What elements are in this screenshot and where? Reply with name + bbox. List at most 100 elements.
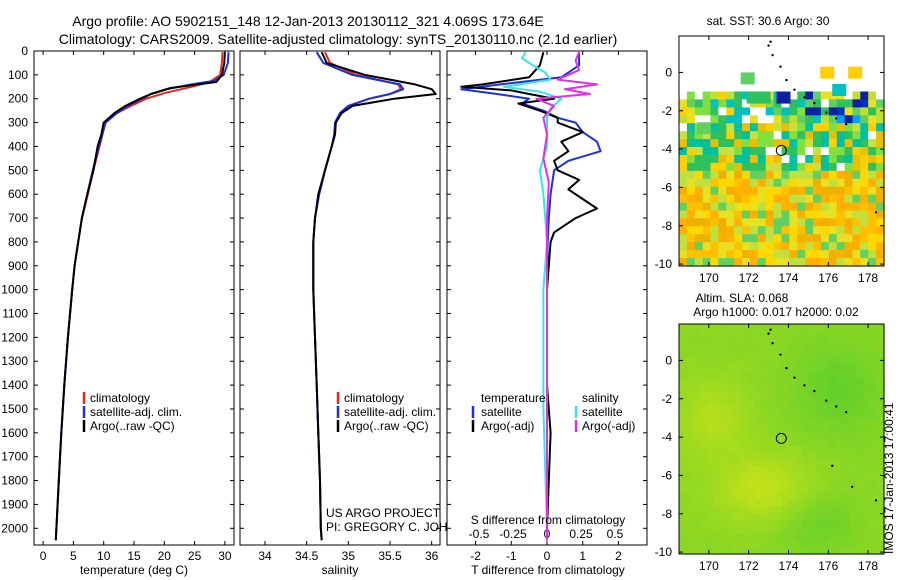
sst-cell [726,147,735,156]
sla-cell [720,439,728,447]
sla-cell [808,324,817,332]
sla-cell [713,357,721,366]
sla-cell [679,432,687,440]
sst-cell [781,99,790,108]
sla-cell [713,330,721,339]
sla-cell [849,533,858,542]
sla-cell [706,499,714,508]
sla-cell [788,378,796,386]
sla-cell [713,378,721,386]
sst-cell [694,194,704,204]
sst-cell [686,131,696,140]
legend-label-climatology: climatology [344,391,404,405]
sst-cell [750,242,759,251]
sla-cell [836,425,844,433]
sst-cell [742,91,751,100]
x-tick-label: 25 [188,549,202,563]
sla-cell [692,499,701,508]
sla-cell [685,486,694,494]
sla-cell [747,479,755,487]
sla-cell [849,547,858,555]
sst-cell [820,131,830,140]
sla-cell [706,351,714,359]
sst-cell [742,226,751,235]
sla-cell [870,486,878,494]
sst-cell [757,123,767,132]
sla-cell [863,513,871,521]
sla-cell [685,432,694,440]
sst-cell [860,210,869,219]
sla-cell [706,324,714,332]
sla-cell [754,499,762,508]
salinity-panel: 34 34.5 35 35.5 36 salinity climatology sate… [239,50,482,577]
sst-cell [844,250,854,259]
sla-cell [877,499,885,508]
sla-cell [815,398,824,406]
sla-cell [720,425,728,433]
sst-cell [836,131,846,140]
sla-cell [699,466,707,474]
sst-cell [686,162,696,172]
sla-cell [815,486,824,494]
sla-cell [795,364,803,372]
sla-cell [713,391,721,399]
sst-cell [679,210,688,219]
sla-cell [699,398,707,406]
sst-cell [726,139,735,148]
sst-cell [742,147,751,156]
sla-cell [692,520,701,528]
sst-cell [679,226,688,235]
sst-cell [702,202,712,212]
sla-cell [699,324,707,332]
sla-cell [856,398,865,406]
sst-cell [876,147,885,156]
sla-cell [802,520,810,528]
sla-cell [788,432,796,440]
depth-tick-label: 900 [8,259,28,273]
sla-cell [761,330,769,339]
sst-cell [820,226,830,235]
sst-cell [828,210,838,219]
sla-cell [836,526,844,535]
sla-cell [706,520,714,528]
sla-cell [720,351,728,359]
sla-cell [754,520,762,528]
sla-cell [802,526,810,535]
sla-cell [856,493,865,501]
sst-cell [860,194,869,204]
sla-cell [836,432,844,440]
sla-cell [877,526,885,535]
sla-cell [720,540,728,548]
sla-cell [713,411,721,420]
sla-cell [836,384,844,393]
sla-cell [802,459,810,467]
sst-cell [813,258,822,267]
sla-cell [740,520,748,528]
sst-cell [813,139,822,148]
sla-cell [733,493,742,501]
sla-cell [754,398,762,406]
sst-cell [828,234,838,243]
sst-cell [710,226,719,235]
sla-cell [747,506,755,514]
island-dot [793,376,796,379]
sst-cell [781,107,790,116]
sst-cell [805,91,814,100]
sla-cell [808,432,817,440]
sst-cell [789,242,798,251]
depth-tick-label: 0 [21,44,28,58]
sla-cell [754,391,762,399]
sst-cell [718,234,727,243]
sst-cell [836,115,846,124]
sla-cell [747,466,755,474]
sst-cell [765,194,775,204]
sla-cell [863,499,871,508]
sla-cell [822,540,830,548]
sla-cell [761,520,769,528]
sst-cell [828,202,838,212]
sst-cell [860,178,869,188]
sla-cell [767,398,776,406]
sst-cell [757,242,767,251]
sla-cell [829,479,837,487]
sla-cell [740,486,748,494]
